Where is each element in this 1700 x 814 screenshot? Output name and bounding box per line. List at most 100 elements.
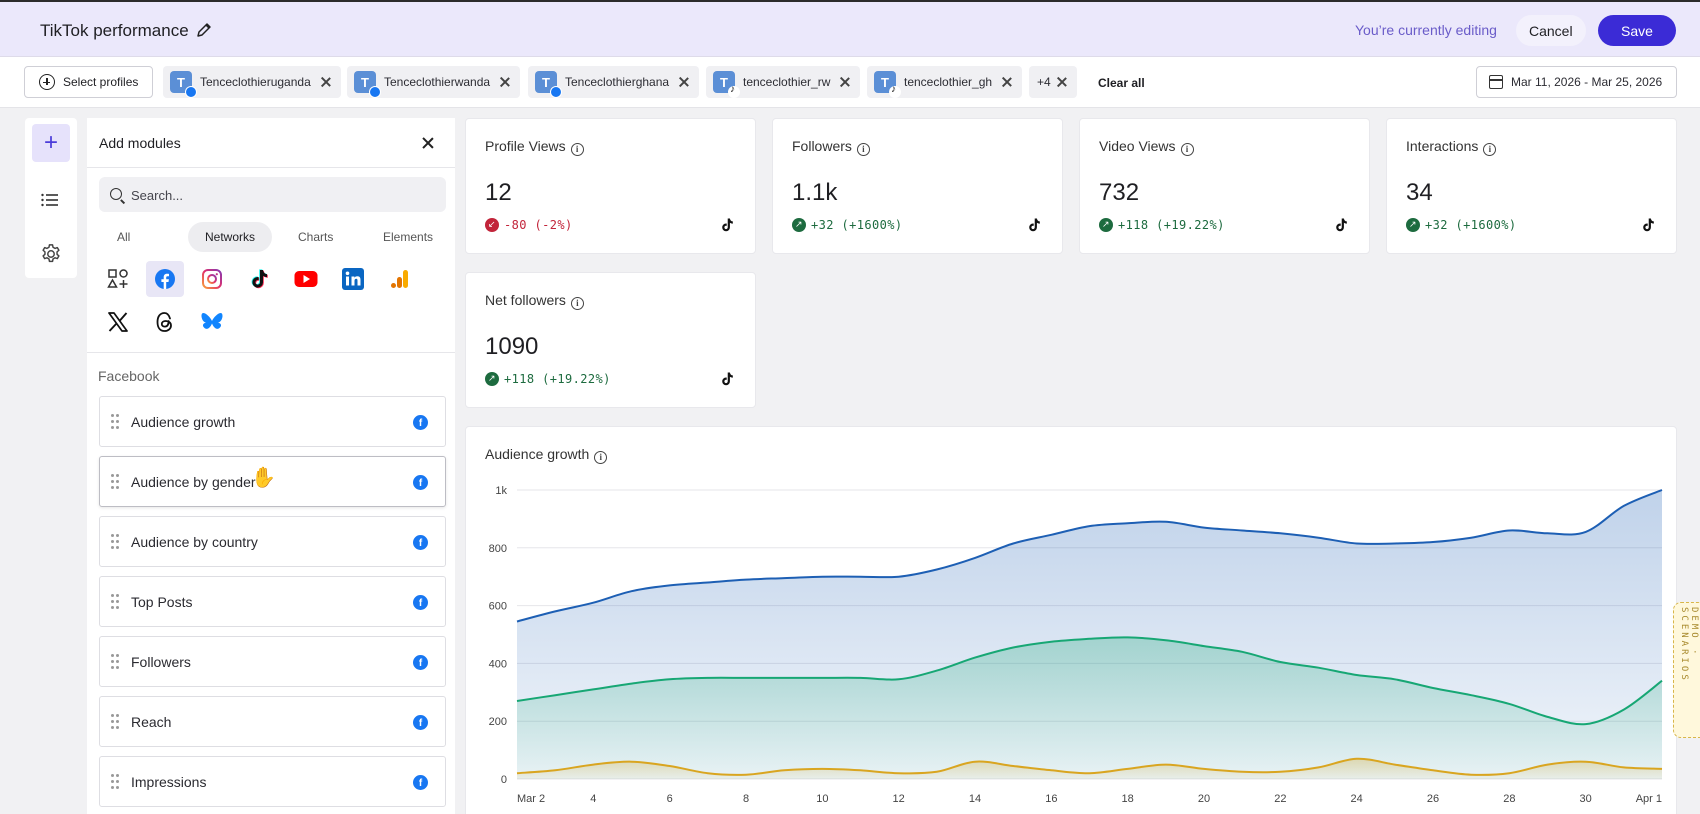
info-icon[interactable]: i: [570, 297, 584, 310]
remove-profile-icon[interactable]: [498, 75, 512, 89]
stat-card[interactable]: Interactions i 34 ↗ +32 (+1600%): [1386, 118, 1677, 254]
tiktok-icon: [728, 84, 740, 98]
tiktok-icon[interactable]: [240, 261, 278, 297]
avatar: T: [170, 71, 197, 98]
bluesky-icon[interactable]: [193, 304, 231, 340]
x-tick-label: 6: [667, 793, 673, 805]
analytics-icon[interactable]: [381, 261, 419, 297]
remove-profile-icon[interactable]: [319, 75, 333, 89]
stat-value: 1090: [485, 333, 539, 360]
arrow-up-icon: ↗: [485, 372, 499, 386]
x-tick-label: 30: [1580, 793, 1592, 805]
search-input[interactable]: [131, 185, 431, 205]
stat-title-wrap: Net followers i: [485, 292, 584, 310]
profile-chip[interactable]: T Tenceclothieruganda: [163, 66, 341, 98]
module-item[interactable]: Top Posts f: [99, 576, 446, 627]
info-icon[interactable]: i: [856, 143, 870, 156]
drag-handle-icon[interactable]: [111, 774, 119, 789]
stat-title-wrap: Followers i: [792, 138, 870, 156]
module-label: Impressions: [131, 774, 207, 790]
tab-all[interactable]: All: [117, 230, 131, 244]
module-label: Audience by country: [131, 534, 258, 550]
module-item[interactable]: Audience growth f: [99, 396, 446, 447]
select-profiles-button[interactable]: Select profiles: [24, 66, 154, 98]
y-tick-label: 200: [489, 716, 507, 728]
module-label: Audience by gender: [131, 474, 256, 490]
cancel-button[interactable]: Cancel: [1516, 15, 1586, 46]
drag-handle-icon[interactable]: [111, 534, 119, 549]
profiles-bar: Select profiles T Tenceclothieruganda T …: [0, 57, 1700, 108]
stat-delta-value: +32 (+1600%): [1425, 218, 1517, 232]
page-title: TikTok performance: [40, 21, 189, 40]
youtube-icon[interactable]: [287, 261, 325, 297]
chart-title-wrap: Audience growth i: [485, 446, 608, 464]
tab-elements[interactable]: Elements: [383, 230, 434, 244]
search-box[interactable]: [99, 177, 446, 212]
y-tick-label: 800: [489, 543, 507, 555]
module-item[interactable]: Followers f: [99, 636, 446, 687]
profile-chip[interactable]: T tenceclothier_rw: [706, 66, 861, 98]
profile-chip[interactable]: T tenceclothier_gh: [867, 66, 1023, 98]
divider: [87, 352, 455, 353]
facebook-icon: f: [413, 415, 428, 430]
module-item[interactable]: Audience by gender f: [99, 456, 446, 507]
instagram-icon[interactable]: [193, 261, 231, 297]
x-tick-label: 26: [1427, 793, 1439, 805]
x-icon[interactable]: [99, 304, 137, 340]
x-tick-label: Mar 2: [517, 793, 545, 805]
tiktok-icon: [1643, 218, 1654, 232]
date-range-picker[interactable]: Mar 11, 2026 - Mar 25, 2026: [1476, 66, 1677, 98]
linkedin-icon[interactable]: [334, 261, 372, 297]
stat-title: Interactions: [1406, 138, 1479, 154]
gear-icon[interactable]: [40, 243, 62, 265]
stat-title: Net followers: [485, 292, 566, 308]
drag-handle-icon[interactable]: [111, 654, 119, 669]
stat-value: 34: [1406, 179, 1433, 206]
stat-card[interactable]: Followers i 1.1k ↗ +32 (+1600%): [772, 118, 1063, 254]
remove-profile-icon[interactable]: [838, 75, 852, 89]
tab-charts[interactable]: Charts: [298, 230, 334, 244]
more-profiles-chip[interactable]: +4: [1029, 66, 1077, 98]
y-tick-label: 0: [501, 774, 507, 786]
shapes-icon[interactable]: [99, 261, 137, 297]
stat-card[interactable]: Net followers i 1090 ↗ +118 (+19.22%): [465, 272, 756, 408]
drag-handle-icon[interactable]: [111, 714, 119, 729]
info-icon[interactable]: i: [1180, 143, 1194, 156]
profile-chip[interactable]: T Tenceclothierghana: [528, 66, 700, 98]
info-icon[interactable]: i: [570, 143, 584, 156]
threads-icon[interactable]: [146, 304, 184, 340]
save-button[interactable]: Save: [1598, 15, 1676, 46]
x-tick-label: 4: [590, 793, 596, 805]
info-icon[interactable]: i: [1483, 143, 1497, 156]
chart-svg: 0 200 400 600 800 1k Mar 2 4 6 8 10 12 14 16 18 20 22 24…: [489, 485, 1663, 805]
panel-title: Add modules: [99, 135, 181, 151]
stat-delta: ↗ +118 (+19.22%): [485, 372, 611, 386]
audience-growth-chart[interactable]: Audience growth i 0 200 400 600 800 1k Mar 2 4 6…: [465, 426, 1677, 814]
plus-circle-icon: [39, 74, 55, 90]
x-tick-label: 12: [893, 793, 905, 805]
drag-handle-icon[interactable]: [111, 594, 119, 609]
profile-chip[interactable]: T Tenceclothierwanda: [347, 66, 521, 98]
remove-more-icon[interactable]: [1055, 75, 1069, 89]
stat-title-wrap: Video Views i: [1099, 138, 1194, 156]
stat-card[interactable]: Profile Views i 12 ↙ -80 (-2%): [465, 118, 756, 254]
list-icon[interactable]: [41, 193, 59, 207]
module-item[interactable]: Reach f: [99, 696, 446, 747]
facebook-icon[interactable]: [146, 261, 184, 297]
plus-icon[interactable]: +: [32, 124, 70, 162]
add-modules-panel: Add modules All Networks Charts Elements: [87, 118, 455, 814]
remove-profile-icon[interactable]: [1000, 75, 1014, 89]
drag-handle-icon[interactable]: [111, 474, 119, 489]
tab-networks[interactable]: Networks: [188, 222, 273, 252]
stat-title: Followers: [792, 138, 852, 154]
close-icon[interactable]: [421, 136, 435, 150]
clear-all-button[interactable]: Clear all: [1098, 76, 1145, 90]
pencil-icon[interactable]: [196, 22, 212, 38]
module-item[interactable]: Audience by country f: [99, 516, 446, 567]
demo-scenarios-tab[interactable]: DEMO · SCENARIOS: [1673, 602, 1700, 738]
stat-card[interactable]: Video Views i 732 ↗ +118 (+19.22%): [1079, 118, 1370, 254]
module-item[interactable]: Impressions f: [99, 756, 446, 807]
info-icon[interactable]: i: [594, 451, 608, 464]
drag-handle-icon[interactable]: [111, 414, 119, 429]
remove-profile-icon[interactable]: [677, 75, 691, 89]
